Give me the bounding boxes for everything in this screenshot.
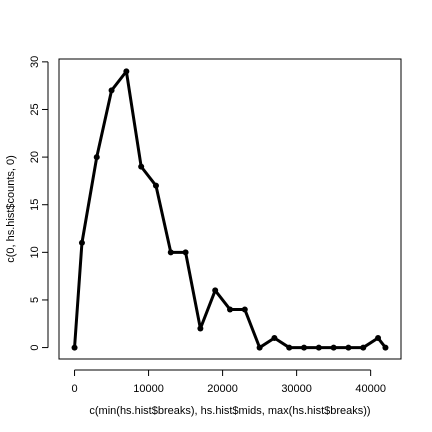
x-tick-label: 40000 xyxy=(355,383,386,395)
data-point xyxy=(227,306,233,313)
plot-frame xyxy=(58,58,402,360)
y-tick-label: 5 xyxy=(29,297,41,303)
data-point xyxy=(71,344,78,351)
data-point xyxy=(315,344,322,351)
x-axis-title: c(min(hs.hist$breaks), hs.hist$mids, max… xyxy=(89,405,370,417)
y-tick-label: 15 xyxy=(29,199,41,211)
data-point xyxy=(286,344,293,351)
data-point xyxy=(167,249,174,256)
data-point xyxy=(301,344,308,351)
data-point xyxy=(375,335,382,342)
y-axis-title: c(0, hs.hist$counts, 0) xyxy=(5,155,17,263)
data-point xyxy=(138,163,145,170)
data-point xyxy=(152,182,159,189)
y-tick-label: 30 xyxy=(29,56,41,68)
data-point xyxy=(256,344,263,351)
y-tick-label: 10 xyxy=(29,246,41,258)
data-point xyxy=(123,68,130,75)
y-tick-label: 25 xyxy=(29,103,41,115)
data-point xyxy=(93,154,100,161)
x-tick-label: 10000 xyxy=(133,383,164,395)
x-tick-label: 0 xyxy=(71,383,77,395)
series-layer xyxy=(71,68,389,351)
series-line xyxy=(73,69,387,350)
data-point xyxy=(108,87,115,94)
data-point xyxy=(241,306,248,313)
data-point xyxy=(271,335,278,342)
data-point xyxy=(212,287,219,294)
data-point xyxy=(360,344,367,351)
x-axis: 0 10000 20000 30000 40000 xyxy=(71,369,386,395)
data-point xyxy=(345,344,352,351)
y-tick-label: 20 xyxy=(29,151,41,163)
data-point xyxy=(382,344,389,351)
data-point xyxy=(197,325,204,332)
x-tick-label: 30000 xyxy=(281,383,312,395)
data-point xyxy=(78,239,85,246)
y-axis: 0 5 10 15 20 25 30 xyxy=(29,56,49,351)
x-tick-label: 20000 xyxy=(207,383,238,395)
data-point xyxy=(330,344,337,351)
data-point xyxy=(182,249,189,256)
y-tick-label: 0 xyxy=(29,345,41,351)
